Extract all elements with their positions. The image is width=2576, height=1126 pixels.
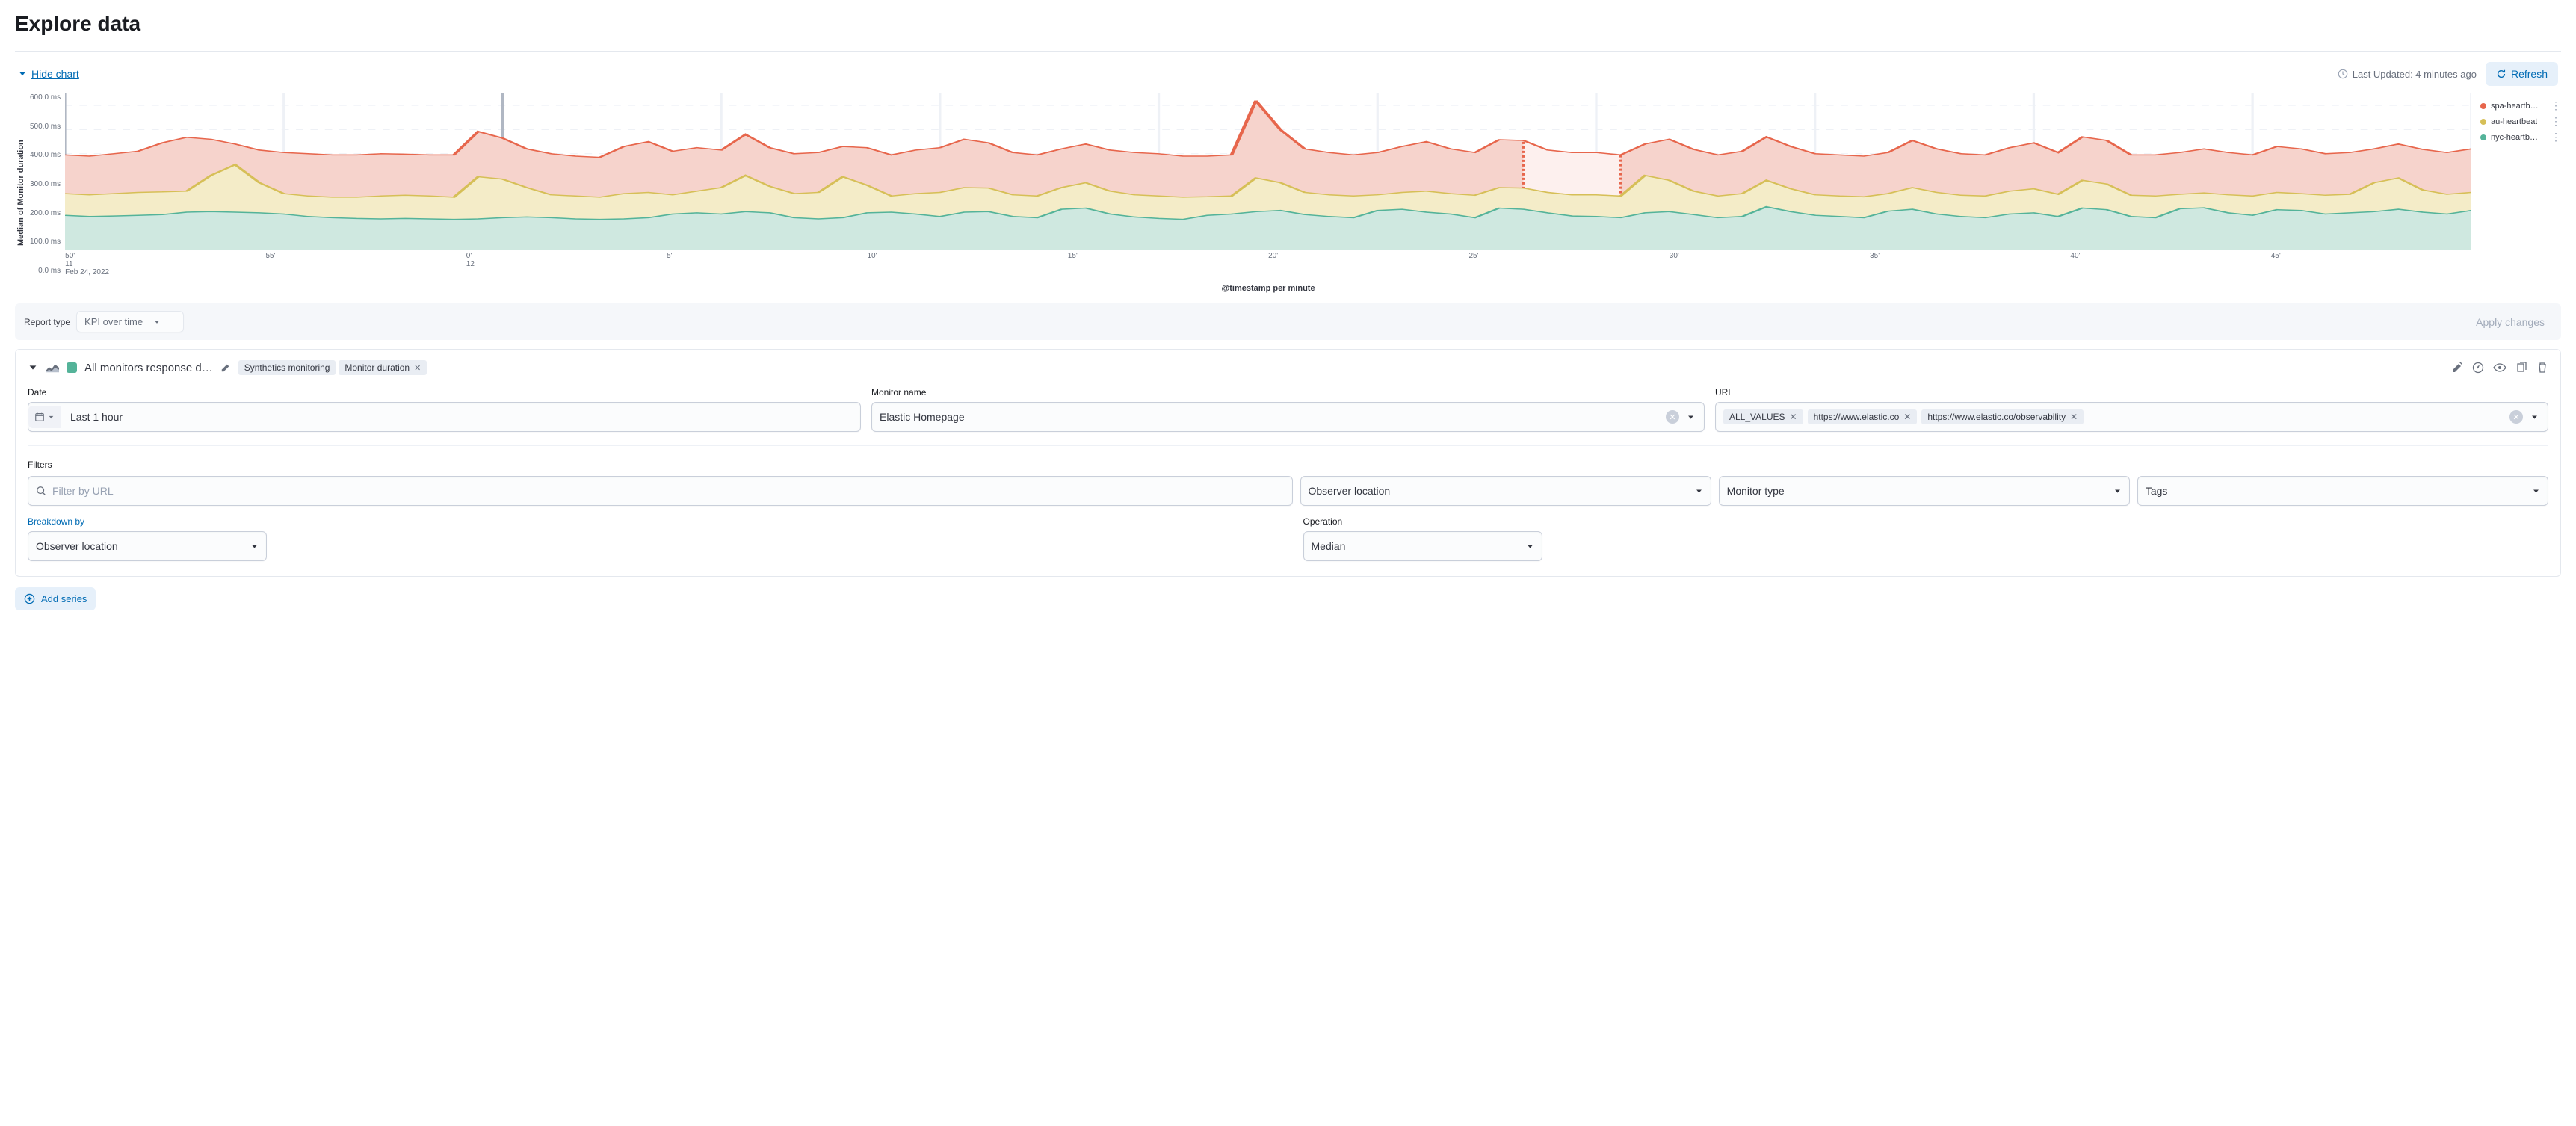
url-input[interactable]: ALL_VALUES✕ https://www.elastic.co✕https:…: [1715, 402, 2548, 432]
x-axis-ticks: 50' 11 Feb 24, 202255'0' 125'10'15'20'25…: [65, 250, 2471, 276]
date-input[interactable]: Last 1 hour: [28, 402, 861, 432]
area-chart[interactable]: [65, 93, 2471, 250]
chevron-down-icon: [18, 69, 27, 78]
x-axis-label: @timestamp per minute: [65, 276, 2471, 293]
last-updated: Last Updated: 4 minutes ago: [2338, 69, 2477, 80]
filter-select[interactable]: Observer location: [1300, 476, 1711, 506]
hide-chart-label: Hide chart: [31, 68, 79, 80]
search-icon: [36, 486, 46, 496]
page-title: Explore data: [15, 12, 2561, 52]
apply-changes-button[interactable]: Apply changes: [2468, 312, 2552, 332]
dots-menu-icon[interactable]: ⋮: [2551, 131, 2561, 143]
filters-label: Filters: [28, 460, 2548, 470]
date-label: Date: [28, 387, 861, 397]
series-title: All monitors response d…: [84, 362, 213, 374]
pencil-icon[interactable]: [220, 362, 231, 373]
y-axis-ticks: 600.0 ms500.0 ms400.0 ms300.0 ms200.0 ms…: [27, 93, 65, 293]
chart-container: Median of Monitor duration 600.0 ms500.0…: [15, 93, 2561, 299]
chevron-down-icon: [153, 318, 161, 326]
refresh-icon: [2496, 69, 2506, 79]
dots-menu-icon[interactable]: ⋮: [2551, 115, 2561, 128]
chevron-down-icon[interactable]: [1685, 413, 1696, 421]
y-axis-label: Median of Monitor duration: [15, 93, 27, 293]
filter-by-url-input[interactable]: Filter by URL: [28, 476, 1293, 506]
breakdown-by-label[interactable]: Breakdown by: [28, 516, 1273, 527]
close-icon[interactable]: ✕: [1903, 412, 1911, 422]
legend-item[interactable]: nyc-heartb…⋮: [2480, 129, 2561, 145]
filter-tag[interactable]: Monitor duration✕: [339, 360, 427, 375]
plus-circle-icon: [24, 593, 35, 604]
hide-chart-link[interactable]: Hide chart: [18, 68, 79, 80]
url-pill[interactable]: https://www.elastic.co✕: [1808, 409, 1918, 424]
refresh-button[interactable]: Refresh: [2486, 62, 2558, 86]
chevron-down-icon: [48, 414, 55, 421]
clear-icon[interactable]: ✕: [2509, 410, 2523, 424]
filter-select[interactable]: Monitor type: [1719, 476, 2130, 506]
chart-legend: spa-heartb…⋮au-heartbeat⋮nyc-heartb…⋮: [2471, 93, 2561, 293]
series-color-swatch[interactable]: [67, 362, 77, 373]
legend-item[interactable]: au-heartbeat⋮: [2480, 114, 2561, 129]
operation-label: Operation: [1303, 516, 2549, 527]
dots-menu-icon[interactable]: ⋮: [2551, 99, 2561, 112]
breakdown-by-select[interactable]: Observer location: [28, 531, 267, 561]
eye-icon[interactable]: [2493, 362, 2506, 374]
close-icon[interactable]: ✕: [1790, 412, 1797, 422]
url-pill[interactable]: ALL_VALUES✕: [1723, 409, 1803, 424]
chevron-down-icon: [2113, 487, 2122, 495]
chevron-down-icon: [1695, 487, 1703, 495]
edit-icon[interactable]: [2451, 362, 2463, 374]
compass-icon[interactable]: [2472, 362, 2484, 374]
area-chart-icon: [46, 362, 59, 373]
series-panel: All monitors response d… Synthetics moni…: [15, 349, 2561, 577]
close-icon[interactable]: ✕: [414, 363, 421, 373]
chevron-down-icon[interactable]: [2529, 413, 2540, 421]
report-type-select[interactable]: KPI over time: [76, 311, 184, 332]
filter-select[interactable]: Tags: [2137, 476, 2548, 506]
copy-icon[interactable]: [2515, 362, 2527, 374]
monitor-name-label: Monitor name: [871, 387, 1705, 397]
clock-icon: [2338, 69, 2348, 79]
legend-item[interactable]: spa-heartb…⋮: [2480, 98, 2561, 114]
report-type-label: Report type: [24, 317, 70, 327]
top-bar: Hide chart Last Updated: 4 minutes ago R…: [15, 52, 2561, 93]
close-icon[interactable]: ✕: [2070, 412, 2078, 422]
operation-select[interactable]: Median: [1303, 531, 1542, 561]
chevron-down-icon: [2532, 487, 2540, 495]
report-type-bar: Report type KPI over time Apply changes: [15, 303, 2561, 340]
chevron-down-icon: [1526, 542, 1534, 551]
filter-tag[interactable]: Synthetics monitoring: [238, 360, 336, 375]
trash-icon[interactable]: [2536, 362, 2548, 374]
chevron-down-icon[interactable]: [28, 362, 38, 373]
chevron-down-icon: [250, 542, 259, 551]
calendar-icon: [34, 412, 45, 422]
url-pill[interactable]: https://www.elastic.co/observability✕: [1921, 409, 2084, 424]
url-label: URL: [1715, 387, 2548, 397]
monitor-name-input[interactable]: Elastic Homepage ✕: [871, 402, 1705, 432]
add-series-button[interactable]: Add series: [15, 587, 96, 610]
clear-icon[interactable]: ✕: [1666, 410, 1679, 424]
